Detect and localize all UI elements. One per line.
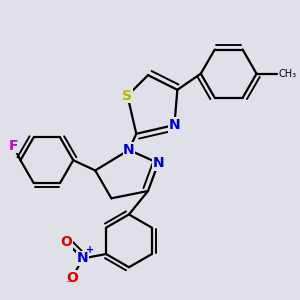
Text: O: O (66, 271, 78, 284)
Text: S: S (122, 89, 133, 103)
Text: N: N (152, 156, 164, 170)
Text: F: F (8, 139, 18, 152)
Text: +: + (86, 245, 94, 255)
Text: O: O (61, 235, 72, 249)
Text: N: N (169, 118, 180, 132)
Text: N: N (123, 143, 135, 157)
Text: CH₃: CH₃ (278, 69, 297, 79)
Text: N: N (77, 251, 88, 266)
Text: ⁻: ⁻ (65, 278, 71, 291)
